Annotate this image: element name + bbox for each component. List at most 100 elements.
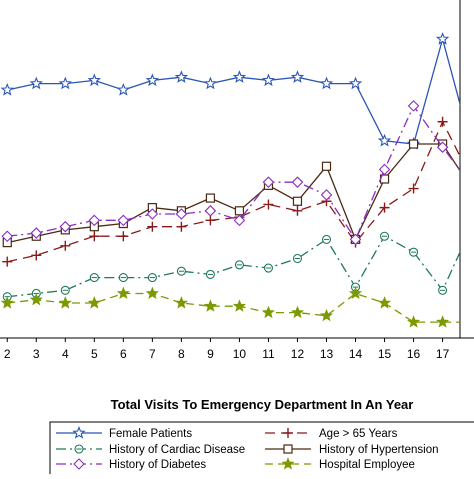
- legend-label: History of Hypertension: [319, 444, 439, 456]
- data-point-history-of-diabetes-10: [233, 214, 246, 227]
- data-point-history-of-hypertension-10: [234, 206, 245, 216]
- data-point-age-65-years-16: [408, 183, 419, 194]
- data-point-history-of-diabetes-8: [175, 208, 188, 220]
- data-point-history-of-cardiac-disease-15: [379, 231, 390, 241]
- data-point-history-of-diabetes-11: [262, 176, 275, 188]
- data-point-history-of-cardiac-disease-6: [118, 273, 128, 283]
- data-point-hospital-employee-10: [232, 299, 246, 312]
- data-point-history-of-diabetes-7: [146, 208, 159, 220]
- data-point-hospital-employee-16: [407, 315, 421, 328]
- data-point-age-65-years-4: [60, 240, 71, 251]
- data-point-female-patients-13: [319, 76, 334, 90]
- series-history-of-diabetes: [1, 100, 474, 246]
- series-hospital-employee: [0, 286, 474, 328]
- data-point-hospital-employee-4: [58, 296, 72, 309]
- data-point-history-of-diabetes-6: [117, 214, 130, 227]
- data-point-hospital-employee-6: [116, 286, 130, 300]
- series-line-age-65-years: [7, 120, 460, 263]
- data-point-age-65-years-18: [467, 174, 474, 184]
- data-point-female-patients-6: [116, 82, 130, 96]
- data-point-history-of-diabetes-3: [30, 227, 43, 239]
- x-axis-ticks: 2 3 4 5 6 7 8 9 10 11 12 13 14 15 16 17: [4, 338, 450, 361]
- data-point-age-65-years-8: [176, 221, 187, 232]
- legend-label: Age > 65 Years: [319, 428, 398, 440]
- data-point-female-patients-14: [348, 76, 363, 90]
- x-tick-label: 7: [149, 347, 156, 361]
- data-point-history-of-cardiac-disease-16: [409, 247, 419, 257]
- data-point-history-of-cardiac-disease-13: [321, 234, 332, 244]
- data-point-hospital-employee-15: [378, 296, 392, 309]
- x-tick-label: 16: [407, 347, 421, 361]
- data-point-age-65-years-11: [263, 199, 274, 210]
- data-point-history-of-cardiac-disease-17: [438, 285, 448, 295]
- data-point-age-65-years-3: [31, 250, 42, 261]
- data-point-history-of-cardiac-disease-11: [263, 263, 274, 273]
- data-point-hospital-employee-9: [203, 299, 217, 312]
- data-point-hospital-employee-8: [174, 296, 188, 309]
- series-line-history-of-hypertension: [7, 143, 460, 244]
- legend-label: Hospital Employee: [319, 459, 415, 471]
- legend-entry-history-of-diabetes: History of Diabetes: [56, 458, 206, 471]
- data-point-history-of-cardiac-disease-10: [234, 260, 244, 270]
- x-tick-label: 9: [207, 347, 214, 361]
- data-point-history-of-diabetes-9: [204, 205, 217, 217]
- data-point-history-of-diabetes-5: [88, 214, 101, 227]
- data-point-history-of-cardiac-disease-12: [292, 253, 303, 264]
- data-point-history-of-diabetes-15: [378, 163, 391, 176]
- data-point-history-of-cardiac-disease-9: [205, 269, 215, 279]
- data-point-age-65-years-2: [2, 256, 13, 267]
- data-point-age-65-years-5: [89, 231, 100, 242]
- legend-entry-female-patients: Female Patients: [56, 426, 192, 440]
- x-tick-label: 17: [436, 347, 450, 361]
- data-point-hospital-employee-5: [87, 296, 101, 309]
- data-point-female-patients-18: [466, 142, 474, 152]
- plot-area: [0, 0, 474, 339]
- x-tick-label: 10: [233, 347, 247, 361]
- data-point-hospital-employee-13: [319, 308, 334, 322]
- legend-entry-history-of-hypertension: History of Hypertension: [265, 444, 439, 456]
- x-tick-label: 13: [320, 347, 334, 361]
- legend: Female Patients Age > 65 Years History of …: [49, 421, 474, 479]
- x-tick-label: 15: [378, 347, 392, 361]
- data-point-history-of-cardiac-disease-7: [147, 273, 157, 283]
- data-point-history-of-hypertension-9: [205, 193, 216, 203]
- x-tick-label: 12: [291, 347, 305, 361]
- data-point-history-of-diabetes-16: [407, 100, 420, 112]
- data-point-hospital-employee-11: [261, 305, 275, 319]
- data-point-hospital-employee-2: [0, 296, 14, 309]
- data-point-hospital-employee-12: [290, 305, 305, 319]
- legend-marker: [74, 444, 84, 454]
- legend-label: History of Diabetes: [109, 459, 206, 471]
- data-point-female-patients-17: [435, 32, 450, 45]
- series-history-of-cardiac-disease: [2, 223, 474, 302]
- x-tick-label: 6: [120, 347, 127, 361]
- x-tick-label: 11: [262, 347, 275, 361]
- data-point-female-patients-3: [29, 76, 43, 90]
- legend-marker: [73, 458, 85, 470]
- legend-box: [49, 421, 474, 479]
- data-point-female-patients-11: [261, 73, 276, 87]
- legend-entry-hospital-employee: Hospital Employee: [265, 457, 415, 471]
- data-point-history-of-hypertension-13: [321, 161, 332, 171]
- data-point-age-65-years-15: [379, 202, 390, 213]
- data-point-age-65-years-7: [147, 221, 158, 232]
- x-tick-label: 5: [91, 347, 98, 361]
- data-point-age-65-years-9: [205, 215, 216, 226]
- data-point-history-of-diabetes-18: [467, 180, 474, 190]
- data-point-history-of-cardiac-disease-18: [468, 223, 474, 231]
- data-point-history-of-diabetes-14: [349, 233, 362, 246]
- data-point-female-patients-10: [232, 70, 247, 83]
- data-point-hospital-employee-17: [436, 315, 450, 328]
- data-point-female-patients-2: [0, 82, 14, 96]
- data-point-history-of-hypertension-18: [468, 185, 474, 193]
- data-point-history-of-diabetes-17: [436, 141, 449, 153]
- data-point-hospital-employee-18: [466, 317, 474, 327]
- data-point-female-patients-12: [290, 70, 305, 83]
- legend-label: History of Cardiac Disease: [109, 444, 245, 456]
- series-history-of-hypertension: [2, 139, 474, 248]
- data-point-history-of-hypertension-12: [292, 196, 303, 206]
- data-point-history-of-diabetes-13: [320, 189, 333, 201]
- data-point-female-patients-7: [145, 73, 160, 87]
